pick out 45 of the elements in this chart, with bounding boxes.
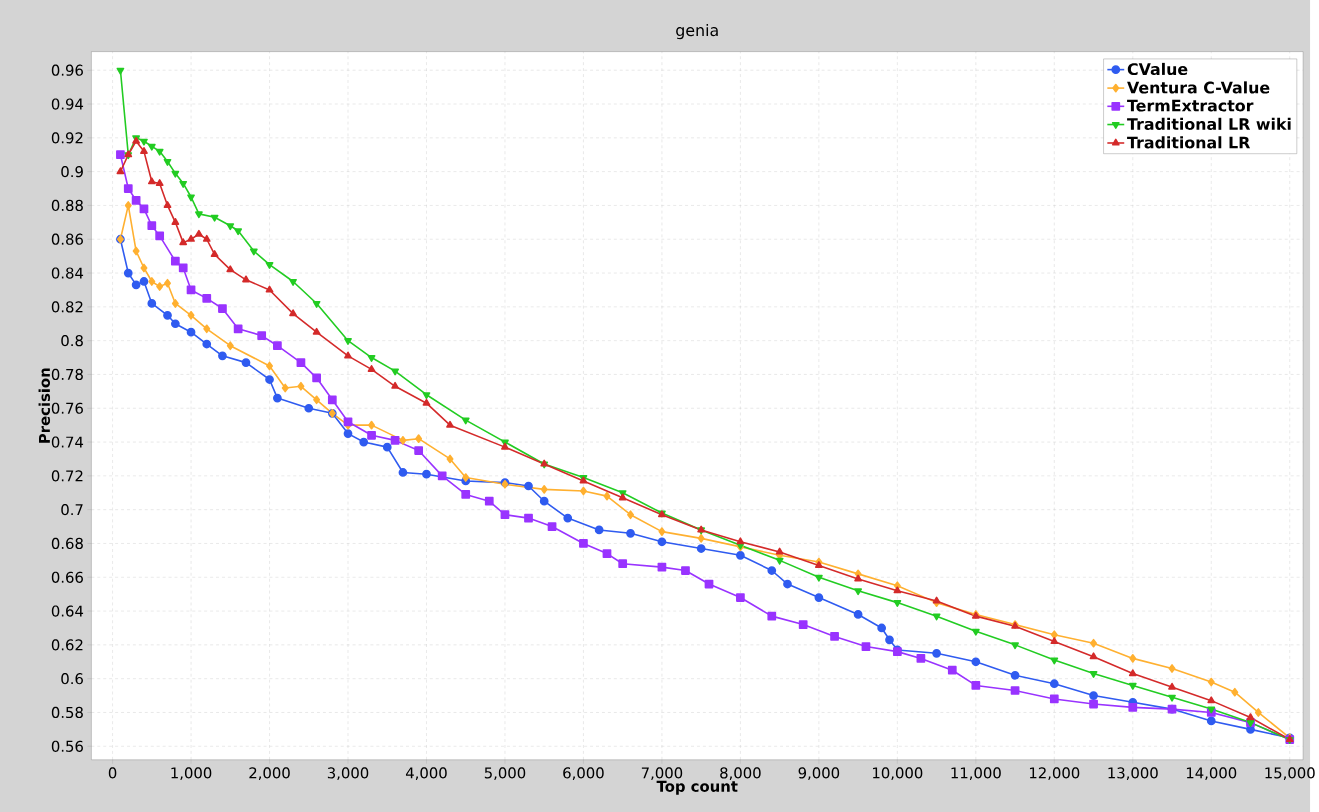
legend-label: Ventura C-Value [1127,81,1270,94]
x-tick-label: 7,000 [641,767,683,780]
x-tick-label: 1,000 [171,767,212,780]
y-tick-label: 0.8 [61,334,83,347]
x-tick-label: 12,000 [1029,767,1080,780]
y-tick-label: 0.64 [51,605,84,617]
x-tick-label: 8,000 [720,767,761,780]
x-tick-label: 5,000 [484,767,526,780]
y-axis-title: Precision [38,368,51,443]
x-tick-label: 11,000 [951,767,1001,780]
x-tick-label: 3,000 [327,767,369,780]
y-tick-label: 0.68 [51,537,83,549]
y-tick-label: 0.92 [51,132,83,144]
y-tick-label: 0.86 [51,233,83,245]
legend-label: CValue [1127,62,1188,75]
y-tick-label: 0.96 [51,64,83,76]
y-tick-label: 0.84 [51,267,84,279]
x-tick-label: 0 [108,767,117,779]
y-tick-label: 0.74 [51,436,84,448]
x-tick-label: 10,000 [873,767,923,780]
y-tick-label: 0.66 [51,571,83,583]
y-tick-label: 0.56 [51,740,83,752]
x-tick-label: 4,000 [405,767,447,780]
y-tick-label: 0.76 [51,402,83,414]
y-tick-label: 0.94 [51,98,84,110]
x-axis-title: Top count [656,780,738,795]
x-tick-label: 14,000 [1186,767,1237,780]
legend-label: Traditional LR wiki [1127,117,1291,130]
y-tick-label: 0.78 [51,368,83,380]
y-tick-label: 0.82 [51,301,83,313]
y-tick-label: 0.72 [51,470,83,482]
x-tick-label: 9,000 [798,767,840,780]
chart-title: genia [676,23,718,39]
x-tick-label: 15,000 [1265,767,1315,780]
y-tick-label: 0.88 [51,199,83,211]
y-tick-label: 0.6 [61,672,83,685]
x-tick-label: 13,000 [1108,767,1158,780]
x-tick-label: 6,000 [563,767,604,780]
y-tick-label: 0.58 [51,706,83,718]
x-tick-label: 2,000 [249,767,290,780]
y-tick-label: 0.9 [61,165,83,178]
legend-label: Traditional LR [1127,136,1251,149]
y-tick-label: 0.62 [51,639,83,651]
y-tick-label: 0.7 [61,503,83,516]
legend-label: TermExtractor [1127,99,1254,112]
